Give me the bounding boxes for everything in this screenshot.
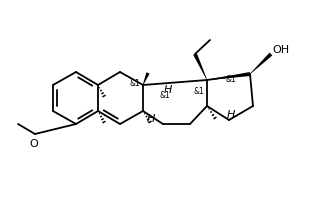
Polygon shape xyxy=(250,53,273,74)
Polygon shape xyxy=(193,53,207,80)
Polygon shape xyxy=(207,72,250,80)
Text: H: H xyxy=(147,114,155,124)
Text: &1: &1 xyxy=(159,90,170,100)
Text: OH: OH xyxy=(272,45,289,55)
Text: &1: &1 xyxy=(130,79,141,87)
Polygon shape xyxy=(143,72,150,85)
Text: H: H xyxy=(164,85,172,95)
Text: &1: &1 xyxy=(226,76,237,84)
Text: &1: &1 xyxy=(193,87,204,97)
Text: O: O xyxy=(30,139,38,149)
Text: H: H xyxy=(227,110,235,120)
